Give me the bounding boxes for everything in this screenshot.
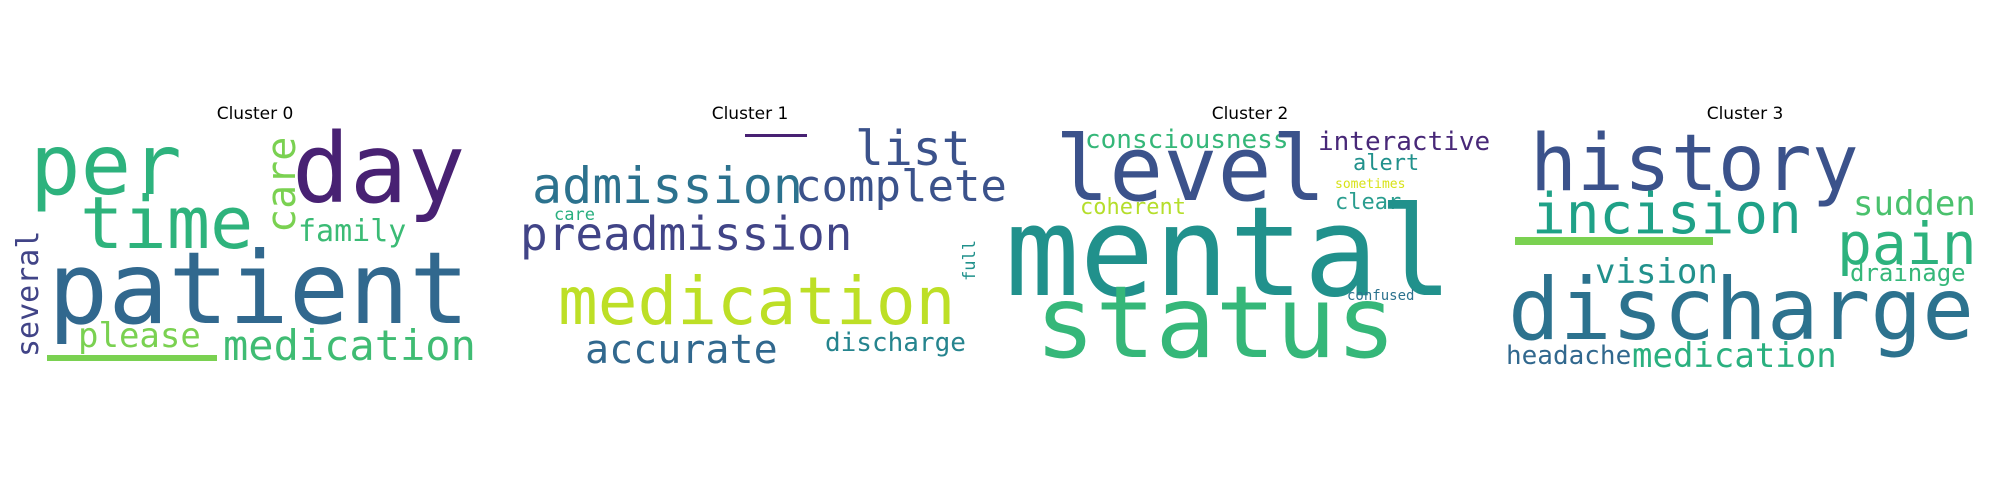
cloud-word: vision [1595, 252, 1718, 292]
cloud-word: interactive [1318, 127, 1491, 157]
cloud-word: mental [1005, 181, 1453, 325]
cluster-title: Cluster 3 [1706, 104, 1784, 124]
word-cloud: list admission complete care preadmissio… [515, 121, 1007, 373]
cloud-word: sometimes [1335, 177, 1406, 192]
cloud-word: day [292, 113, 466, 225]
cluster-title: Cluster 2 [1211, 104, 1289, 124]
cluster-2-panel: Cluster 2 consciousness interactive leve… [1005, 0, 1491, 500]
word-cloud: per day care time family patient several… [11, 116, 490, 370]
word-fragment-bar [745, 134, 807, 137]
cloud-word: discharge [825, 328, 966, 358]
cloud-word: admission [532, 157, 803, 215]
cluster-1-panel: Cluster 1 list admission complete care p… [515, 0, 1007, 500]
cloud-word: time [80, 181, 254, 265]
cloud-word: patient [48, 230, 470, 347]
cloud-word: confused [1347, 288, 1415, 304]
word-fragment-bar [47, 355, 217, 361]
cloud-word: medication [1632, 336, 1837, 376]
cloud-word: coherent [1080, 195, 1186, 220]
word-cloud: history incision sudden pain vision drai… [1505, 119, 1985, 376]
cluster-3-panel: Cluster 3 history incision sudden pain v… [1505, 0, 1985, 500]
word-cloud: consciousness interactive level alert so… [1005, 117, 1491, 381]
cloud-word: family [298, 214, 407, 249]
cloud-word: several [11, 230, 46, 357]
cloud-word: sudden [1853, 184, 1976, 224]
cloud-word: care [554, 205, 595, 225]
cloud-word: please [78, 316, 201, 356]
cloud-word: consciousness [1085, 125, 1289, 155]
cluster-title: Cluster 0 [216, 104, 294, 124]
cloud-word: headache [1506, 341, 1632, 371]
cloud-word: complete [795, 161, 1007, 212]
cloud-word: medication [558, 263, 956, 340]
cloud-word: pain [1837, 210, 1977, 278]
cloud-word: drainage [1850, 259, 1966, 287]
cluster-title: Cluster 1 [711, 104, 789, 124]
cloud-word: accurate [585, 327, 778, 373]
cluster-0-panel: Cluster 0 per day care time family patie… [11, 0, 490, 500]
cloud-word: care [259, 136, 305, 233]
word-fragment-bar [1515, 237, 1713, 245]
cloud-word: preadmission [520, 207, 853, 261]
cloud-word: incision [1532, 182, 1802, 247]
cloud-word: full [960, 240, 980, 281]
cloud-word: alert [1353, 151, 1420, 176]
cloud-word: history [1530, 119, 1859, 209]
cloud-word: list [855, 121, 971, 177]
cloud-word: per [30, 116, 182, 214]
cloud-word: status [1035, 264, 1397, 381]
cloud-word: discharge [1508, 260, 1974, 360]
cloud-word: medication [223, 321, 476, 370]
cloud-word: level [1055, 117, 1326, 222]
cloud-word: clear [1335, 190, 1402, 215]
